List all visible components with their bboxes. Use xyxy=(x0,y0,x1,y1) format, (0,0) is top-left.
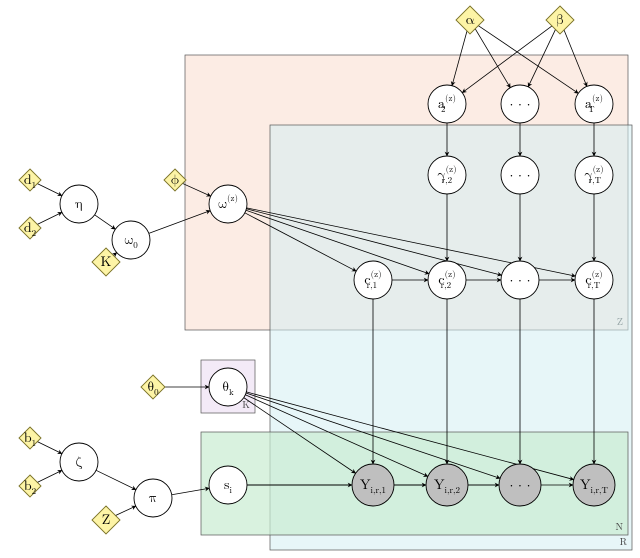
node-label: · · · xyxy=(510,97,531,111)
node-aT: a(z)T xyxy=(575,85,613,123)
node-label: · · · xyxy=(510,273,531,287)
edge-Z_d-pi xyxy=(116,506,136,515)
node-label: ϕ xyxy=(171,173,180,187)
node-label: β xyxy=(556,13,564,27)
node-label: π xyxy=(149,491,157,505)
node-label: Z xyxy=(102,513,111,527)
edge-d1-eta xyxy=(37,184,62,196)
edge-d2-eta xyxy=(37,212,62,224)
plate-N xyxy=(201,432,628,535)
node-label: · · · xyxy=(510,168,531,182)
node-zeta: ζ xyxy=(60,443,98,481)
edge-b1-zeta xyxy=(37,442,62,454)
node-c2: c(z)r,2 xyxy=(428,261,466,299)
node-d1: d1 xyxy=(19,169,41,191)
node-b1: b1 xyxy=(19,427,41,449)
node-Y1: Yi,r,1 xyxy=(352,464,394,506)
node-label: η xyxy=(75,197,82,211)
node-Z_d: Z xyxy=(92,506,120,534)
node-a2: a(z)2 xyxy=(428,85,466,123)
node-thetak: θk xyxy=(209,368,247,406)
node-cT: c(z)r,T xyxy=(575,261,613,299)
node-d2: d2 xyxy=(19,217,41,239)
edge-b2-zeta xyxy=(37,470,62,482)
node-gamma2: γ(z)r,2 xyxy=(428,156,466,194)
node-label: K xyxy=(101,255,112,269)
node-g_dots: · · · xyxy=(501,156,539,194)
edge-K_d-omega0 xyxy=(113,253,116,256)
node-K_d: K xyxy=(92,248,120,276)
node-Y_dots: · · · xyxy=(499,464,541,506)
node-a_dots: · · · xyxy=(501,85,539,123)
node-pi: π xyxy=(134,479,172,517)
graphical-model-diagram: ZRNK αβa(z)2· · ·a(z)Tγ(z)r,2· · ·γ(z)r,… xyxy=(0,0,640,558)
node-label: α xyxy=(466,13,475,27)
node-gammaT: γ(z)r,T xyxy=(575,156,613,194)
node-omega0: ω0 xyxy=(112,221,150,259)
node-omegaz: ω(z) xyxy=(209,185,247,223)
node-Y2: Yi,r,2 xyxy=(426,464,468,506)
node-YT: Yi,r,T xyxy=(573,464,615,506)
node-eta: η xyxy=(60,185,98,223)
node-label: ζ xyxy=(75,455,82,469)
edge-eta-omega0 xyxy=(95,215,116,229)
plate-label-N: N xyxy=(616,522,624,532)
node-theta0_d: θ0 xyxy=(141,375,165,399)
edge-zeta-pi xyxy=(96,470,136,489)
node-b2: b2 xyxy=(19,475,41,497)
node-phi: ϕ xyxy=(164,169,186,191)
node-alpha: α xyxy=(456,6,484,34)
node-c_dots: · · · xyxy=(501,261,539,299)
plates-layer: ZRNK xyxy=(185,55,632,550)
plate-label-R: R xyxy=(620,537,628,547)
node-si: si xyxy=(209,466,247,504)
node-beta: β xyxy=(546,6,574,34)
node-label: · · · xyxy=(510,478,531,492)
node-c1: c(z)r,1 xyxy=(354,261,392,299)
